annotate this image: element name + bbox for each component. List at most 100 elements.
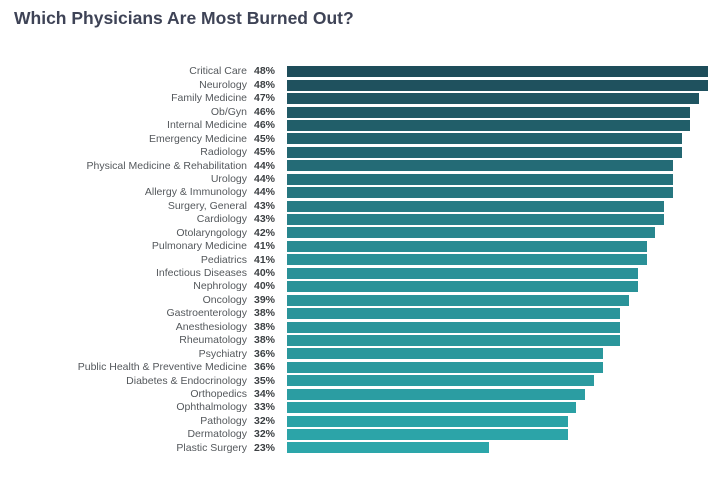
bar	[287, 334, 621, 346]
category-label: Cardiology	[196, 213, 247, 226]
value-label: 40%	[254, 267, 276, 280]
category-label: Infectious Diseases	[155, 267, 247, 280]
chart-row: Gastroenterology 38%	[0, 307, 720, 320]
value-label: 47%	[254, 92, 276, 105]
bar	[287, 200, 665, 212]
category-label: Internal Medicine	[167, 119, 247, 132]
bar	[287, 66, 708, 78]
bar	[287, 187, 673, 199]
value-label: 46%	[254, 105, 276, 118]
chart-row: Orthopedics 34%	[0, 388, 720, 401]
bar	[287, 254, 647, 266]
category-label: Anesthesiology	[175, 320, 247, 333]
value-label: 44%	[254, 172, 276, 185]
category-label: Diabetes & Endocrinology	[126, 374, 247, 387]
chart-row: Dermatology 32%	[0, 428, 720, 441]
category-label: Otolaryngology	[176, 226, 247, 239]
value-label: 41%	[254, 253, 276, 266]
chart-row: Anesthesiology 38%	[0, 320, 720, 333]
chart-row: Internal Medicine 46%	[0, 119, 720, 132]
value-label: 45%	[254, 146, 276, 159]
value-label: 23%	[254, 441, 276, 454]
value-label: 36%	[254, 347, 276, 360]
category-label: Pediatrics	[200, 253, 247, 266]
bar	[287, 348, 603, 360]
chart-row: Family Medicine 47%	[0, 92, 720, 105]
value-label: 48%	[254, 78, 276, 91]
value-label: 36%	[254, 361, 276, 374]
bar-chart: Critical Care 48% Neurology 48% Family Medic…	[0, 65, 720, 455]
bar	[287, 429, 568, 441]
category-label: Neurology	[199, 78, 247, 91]
value-label: 38%	[254, 334, 276, 347]
bar	[287, 388, 586, 400]
chart-row: Allergy & Immunology 44%	[0, 186, 720, 199]
value-label: 44%	[254, 159, 276, 172]
bar	[287, 160, 673, 172]
value-label: 48%	[254, 65, 276, 78]
chart-row: Diabetes & Endocrinology 35%	[0, 374, 720, 387]
category-label: Ophthalmology	[176, 401, 247, 414]
bar	[287, 227, 656, 239]
value-label: 32%	[254, 428, 276, 441]
chart-row: Oncology 39%	[0, 293, 720, 306]
category-label: Rheumatology	[179, 334, 247, 347]
bar	[287, 442, 489, 454]
chart-row: Urology 44%	[0, 173, 720, 186]
category-label: Dermatology	[187, 428, 247, 441]
bar	[287, 133, 682, 145]
bar	[287, 79, 708, 91]
bar	[287, 281, 638, 293]
category-label: Oncology	[202, 293, 247, 306]
category-label: Urology	[210, 172, 247, 185]
chart-row: Pathology 32%	[0, 414, 720, 427]
chart-row: Rheumatology 38%	[0, 334, 720, 347]
category-label: Surgery, General	[167, 199, 247, 212]
value-label: 43%	[254, 213, 276, 226]
bar	[287, 402, 577, 414]
bar	[287, 361, 603, 373]
chart-row: Nephrology 40%	[0, 280, 720, 293]
bar	[287, 240, 647, 252]
chart-row: Cardiology 43%	[0, 213, 720, 226]
chart-row: Psychiatry 36%	[0, 347, 720, 360]
category-label: Gastroenterology	[166, 307, 247, 320]
bar	[287, 214, 665, 226]
category-label: Ob/Gyn	[210, 105, 247, 118]
value-label: 34%	[254, 387, 276, 400]
chart-row: Ophthalmology 33%	[0, 401, 720, 414]
value-label: 38%	[254, 307, 276, 320]
category-label: Orthopedics	[190, 387, 247, 400]
bar	[287, 146, 682, 158]
value-label: 32%	[254, 414, 276, 427]
chart-row: Infectious Diseases 40%	[0, 267, 720, 280]
value-label: 39%	[254, 293, 276, 306]
chart-row: Ob/Gyn 46%	[0, 105, 720, 118]
category-label: Pulmonary Medicine	[151, 240, 247, 253]
chart-row: Neurology 48%	[0, 78, 720, 91]
value-label: 44%	[254, 186, 276, 199]
chart-row: Critical Care 48%	[0, 65, 720, 78]
category-label: Pathology	[200, 414, 247, 427]
category-label: Radiology	[200, 146, 247, 159]
chart-row: Radiology 45%	[0, 146, 720, 159]
bar	[287, 375, 594, 387]
chart-title: Which Physicians Are Most Burned Out?	[14, 8, 354, 28]
chart-row: Otolaryngology 42%	[0, 226, 720, 239]
value-label: 38%	[254, 320, 276, 333]
category-label: Emergency Medicine	[148, 132, 247, 145]
bar	[287, 308, 621, 320]
bar	[287, 267, 638, 279]
bar	[287, 106, 691, 118]
value-label: 42%	[254, 226, 276, 239]
bar	[287, 415, 568, 427]
category-label: Public Health & Preventive Medicine	[77, 361, 247, 374]
chart-row: Emergency Medicine 45%	[0, 132, 720, 145]
chart-row: Surgery, General 43%	[0, 199, 720, 212]
value-label: 35%	[254, 374, 276, 387]
bar	[287, 173, 673, 185]
chart-row: Pediatrics 41%	[0, 253, 720, 266]
chart-row: Pulmonary Medicine 41%	[0, 240, 720, 253]
bar	[287, 294, 629, 306]
